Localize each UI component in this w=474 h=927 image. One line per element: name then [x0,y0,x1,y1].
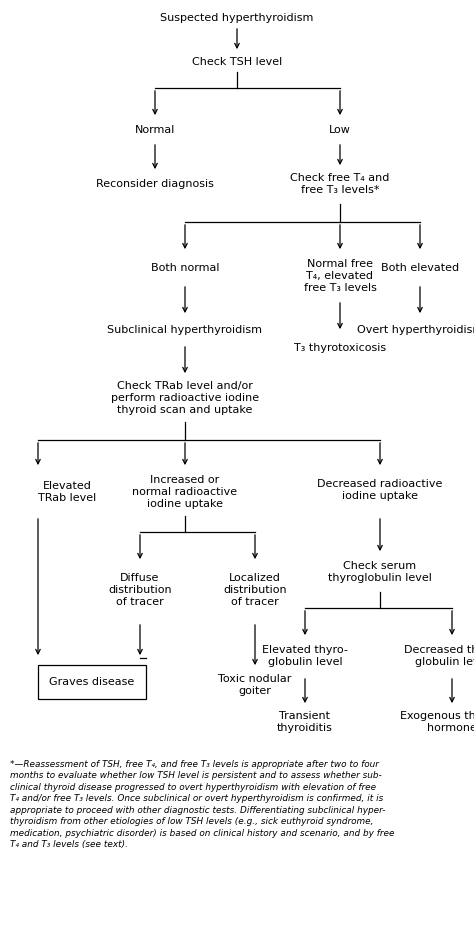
Text: Check free T₄ and
free T₃ levels*: Check free T₄ and free T₃ levels* [290,173,390,195]
Text: Diffuse
distribution
of tracer: Diffuse distribution of tracer [108,574,172,606]
Text: Check TSH level: Check TSH level [192,57,282,67]
Text: Elevated
TRab level: Elevated TRab level [38,481,96,502]
Text: Elevated thyro-
globulin level: Elevated thyro- globulin level [262,645,348,667]
Text: Decreased thyro-
globulin level: Decreased thyro- globulin level [404,645,474,667]
Text: Check TRab level and/or
perform radioactive iodine
thyroid scan and uptake: Check TRab level and/or perform radioact… [111,381,259,414]
Text: Overt hyperthyroidism: Overt hyperthyroidism [357,325,474,335]
Bar [38,665,146,699]
Text: Both normal: Both normal [151,263,219,273]
Text: Reconsider diagnosis: Reconsider diagnosis [96,179,214,189]
Text: Suspected hyperthyroidism: Suspected hyperthyroidism [160,13,314,23]
Text: Check serum
thyroglobulin level: Check serum thyroglobulin level [328,561,432,583]
Text: Exogenous thyroid
hormone: Exogenous thyroid hormone [400,711,474,733]
Text: Normal free
T₄, elevated
free T₃ levels: Normal free T₄, elevated free T₃ levels [303,260,376,293]
Text: Graves disease: Graves disease [49,677,135,687]
Text: Low: Low [329,125,351,135]
Text: Normal: Normal [135,125,175,135]
Text: Both elevated: Both elevated [381,263,459,273]
Text: Localized
distribution
of tracer: Localized distribution of tracer [223,574,287,606]
Text: Subclinical hyperthyroidism: Subclinical hyperthyroidism [108,325,263,335]
Text: Transient
thyroiditis: Transient thyroiditis [277,711,333,733]
Text: Toxic nodular
goiter: Toxic nodular goiter [219,674,292,696]
Text: Increased or
normal radioactive
iodine uptake: Increased or normal radioactive iodine u… [132,476,237,509]
Text: T₃ thyrotoxicosis: T₃ thyrotoxicosis [294,343,386,353]
Text: *—Reassessment of TSH, free T₄, and free T₃ levels is appropriate after two to f: *—Reassessment of TSH, free T₄, and free… [10,760,394,849]
Text: Decreased radioactive
iodine uptake: Decreased radioactive iodine uptake [317,479,443,501]
